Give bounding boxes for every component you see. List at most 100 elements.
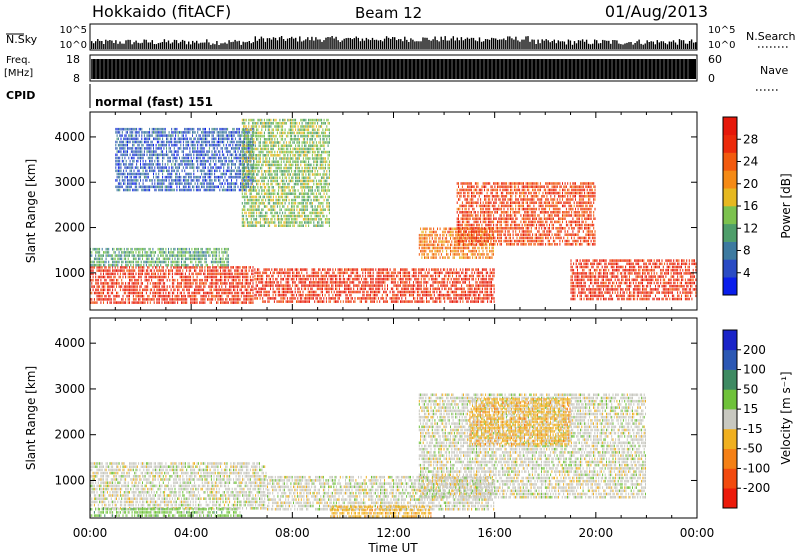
heatmap-cell	[185, 298, 186, 301]
heatmap-cell	[481, 224, 482, 227]
heatmap-cell	[440, 268, 441, 271]
heatmap-cell	[549, 189, 550, 192]
heatmap-cell	[207, 251, 208, 254]
nave-label: Nave	[760, 64, 788, 77]
heatmap-cell	[500, 198, 501, 201]
heatmap-cell	[136, 273, 137, 276]
heatmap-cell	[251, 279, 252, 282]
nsky-bar	[178, 43, 179, 49]
heatmap-cell	[427, 228, 428, 231]
heatmap-cell	[112, 258, 113, 261]
heatmap-cell	[392, 281, 393, 284]
heatmap-cell	[366, 278, 367, 281]
heatmap-cell	[546, 198, 547, 201]
heatmap-cell	[215, 269, 216, 272]
heatmap-cell	[344, 281, 345, 284]
heatmap-cell	[278, 288, 279, 291]
heatmap-cell	[139, 254, 140, 257]
heatmap-cell	[141, 295, 142, 298]
heatmap-cell	[331, 284, 332, 287]
heatmap-cell	[433, 297, 434, 300]
heatmap-cell	[137, 282, 138, 285]
heatmap-cell	[216, 258, 217, 261]
heatmap-cell	[203, 298, 204, 301]
nsky-bar	[352, 39, 353, 49]
heatmap-cell	[220, 258, 221, 261]
heatmap-cell	[93, 285, 94, 288]
nsky-bar	[259, 39, 260, 49]
heatmap-cell	[191, 301, 192, 304]
heatmap-cell	[480, 214, 481, 217]
nsky-bar	[430, 41, 431, 49]
heatmap-cell	[449, 268, 450, 271]
heatmap-cell	[475, 284, 476, 287]
heatmap-cell	[479, 256, 480, 259]
heatmap-cell	[476, 217, 477, 220]
heatmap-cell	[459, 227, 460, 230]
heatmap-cell	[110, 269, 111, 272]
heatmap-cell	[125, 285, 126, 288]
heatmap-cell	[456, 268, 457, 271]
heatmap-cell	[182, 273, 183, 276]
heatmap-cell	[486, 288, 487, 291]
heatmap-cell	[446, 240, 447, 243]
heatmap-cell	[236, 273, 237, 276]
heatmap-cell	[488, 211, 489, 214]
heatmap-cell	[321, 284, 322, 287]
heatmap-cell	[485, 243, 486, 246]
heatmap-cell	[121, 251, 122, 254]
heatmap-cell	[487, 230, 488, 233]
heatmap-cell	[250, 292, 251, 295]
heatmap-cell	[125, 258, 126, 261]
heatmap-cell	[325, 281, 326, 284]
nsky-bar	[269, 38, 270, 49]
heatmap-cell	[111, 258, 112, 261]
heatmap-cell	[247, 282, 248, 285]
heatmap-cell	[94, 261, 95, 264]
heatmap-cell	[116, 279, 117, 282]
heatmap-cell	[124, 289, 125, 292]
heatmap-cell	[471, 214, 472, 217]
heatmap-cell	[480, 208, 481, 211]
heatmap-cell	[308, 294, 309, 297]
heatmap-cell	[286, 288, 287, 291]
heatmap-cell	[462, 201, 463, 204]
heatmap-cell	[481, 237, 482, 240]
heatmap-cell	[434, 281, 435, 284]
nsky-bar	[344, 39, 345, 49]
heatmap-cell	[171, 251, 172, 254]
heatmap-cell	[497, 233, 498, 236]
heatmap-cell	[440, 250, 441, 253]
heatmap-cell	[473, 253, 474, 256]
heatmap-cell	[100, 289, 101, 292]
nsky-bar	[140, 43, 141, 49]
heatmap-cell	[318, 288, 319, 291]
heatmap-cell	[375, 278, 376, 281]
heatmap-cell	[475, 250, 476, 253]
heatmap-cell	[177, 282, 178, 285]
heatmap-cell	[520, 214, 521, 217]
heatmap-cell	[180, 276, 181, 279]
heatmap-cell	[496, 198, 497, 201]
heatmap-cell	[383, 272, 384, 275]
heatmap-cell	[142, 289, 143, 292]
heatmap-cell	[530, 214, 531, 217]
heatmap-cell	[317, 300, 318, 303]
heatmap-cell	[219, 251, 220, 254]
heatmap-cell	[185, 261, 186, 264]
heatmap-cell	[483, 297, 484, 300]
heatmap-cell	[455, 237, 456, 240]
heatmap-cell	[159, 289, 160, 292]
heatmap-cell	[111, 254, 112, 257]
heatmap-cell	[180, 254, 181, 257]
heatmap-cell	[456, 278, 457, 281]
heatmap-cell	[128, 264, 129, 267]
heatmap-cell	[198, 261, 199, 264]
heatmap-cell	[466, 294, 467, 297]
heatmap-cell	[509, 237, 510, 240]
heatmap-cell	[236, 292, 237, 295]
heatmap-cell	[437, 247, 438, 250]
heatmap-cell	[165, 276, 166, 279]
heatmap-cell	[457, 250, 458, 253]
heatmap-cell	[167, 254, 168, 257]
